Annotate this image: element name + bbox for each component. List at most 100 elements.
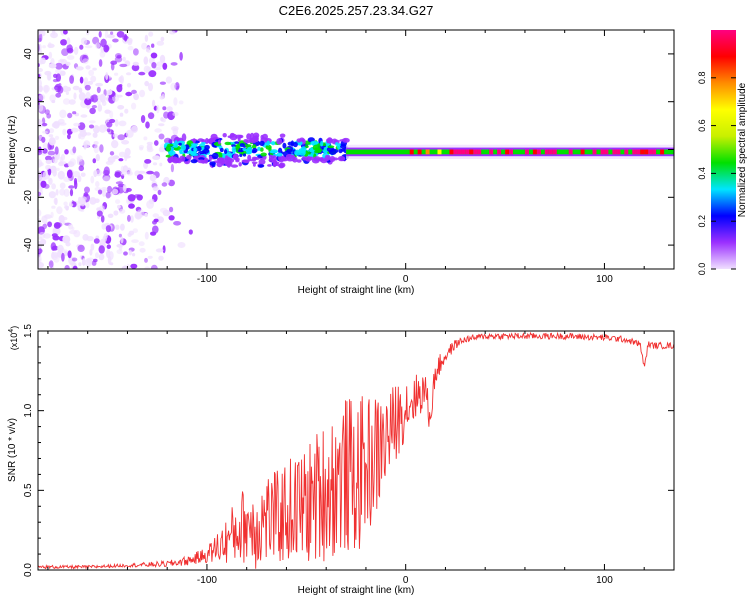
noise-blob [161, 182, 168, 187]
noise-blob [91, 105, 97, 109]
noise-blob [118, 233, 122, 238]
colorbar-axes: 0.0 0.2 0.4 0.6 0.8 [697, 72, 736, 275]
noise-blob [42, 130, 48, 134]
carrier-segment [648, 149, 653, 155]
carrier-blob [206, 138, 214, 144]
noise-blob [38, 159, 43, 168]
carrier-segment [544, 149, 549, 155]
carrier-blob [230, 164, 239, 168]
noise-blob [112, 133, 118, 138]
carrier-blob [251, 156, 258, 161]
snr-panel: -100 0 100 0.0 0.5 1.0 1.5 Height of straight … [7, 324, 675, 596]
noise-blob [105, 72, 109, 81]
noise-blob [98, 245, 105, 254]
noise-blob [79, 76, 84, 84]
noise-blob [77, 244, 85, 252]
noise-blob [127, 45, 134, 51]
noise-blob [92, 132, 98, 138]
noise-blob [121, 140, 130, 145]
noise-blob [52, 158, 58, 164]
carrier-blob [271, 141, 276, 146]
noise-blob [97, 104, 103, 112]
noise-blob [146, 141, 153, 146]
carrier-blob [227, 135, 233, 139]
carrier-blob [198, 157, 205, 161]
noise-blob [120, 223, 125, 231]
noise-blob [146, 170, 155, 175]
noise-blob [98, 31, 102, 38]
noise-blob [96, 210, 103, 217]
noise-blob [38, 257, 41, 263]
noise-blob [105, 45, 110, 52]
noise-blob [38, 30, 44, 35]
snr-line [38, 331, 674, 570]
carrier-blob [218, 152, 223, 159]
noise-blob [48, 63, 57, 69]
carrier-segment [568, 149, 573, 155]
noise-blob [57, 59, 65, 63]
noise-blob [68, 203, 74, 207]
noise-blob [38, 104, 44, 112]
noise-blob [89, 120, 96, 124]
carrier-blob [268, 158, 274, 162]
noise-blob [68, 99, 76, 105]
noise-blob [116, 84, 123, 93]
noise-blob [143, 56, 149, 65]
noise-blob [144, 266, 151, 269]
carrier-blob [307, 157, 314, 161]
noise-blob [82, 58, 89, 65]
noise-blob [59, 109, 67, 119]
carrier-segment [509, 149, 513, 155]
noise-blob [155, 248, 164, 253]
noise-blob [138, 170, 146, 174]
noise-blob [147, 255, 153, 259]
noise-blob [38, 135, 43, 141]
noise-blob [48, 191, 57, 199]
noise-blob [159, 81, 166, 85]
noise-blob [151, 43, 155, 48]
noise-blob [110, 62, 115, 71]
noise-blob [144, 159, 152, 164]
noise-blob [66, 37, 71, 46]
noise-blob [170, 82, 177, 91]
noise-blob [134, 194, 141, 198]
noise-blob [92, 158, 97, 164]
noise-blob [105, 160, 114, 165]
carrier-blob [253, 132, 260, 139]
noise-blob [126, 171, 133, 176]
noise-blob [139, 247, 146, 253]
noise-blob [105, 191, 111, 199]
noise-blob [66, 55, 75, 60]
noise-blob [143, 65, 151, 74]
noise-blob [118, 208, 126, 214]
noise-blob [172, 111, 179, 117]
carrier-segment [636, 149, 641, 155]
noise-blob [152, 225, 159, 234]
noise-blob [83, 77, 89, 85]
noise-blob [95, 181, 100, 188]
carrier-blob [296, 138, 302, 143]
noise-blob [168, 215, 175, 221]
carrier-blob [265, 144, 272, 150]
noise-blob [104, 30, 109, 39]
noise-blob [150, 264, 158, 269]
snr-ylabel: SNR (10 * v/v) [7, 418, 18, 482]
noise-blob [97, 100, 101, 106]
carrier-segment [417, 149, 422, 155]
carrier-blob [282, 142, 287, 149]
carrier-blob [320, 140, 324, 147]
noise-blob [90, 175, 95, 184]
carrier-blob [219, 147, 224, 153]
noise-blob [152, 162, 158, 166]
noise-blob [124, 152, 128, 162]
noise-blob [45, 164, 52, 170]
noise-blob [95, 154, 101, 162]
noise-blob [92, 67, 97, 71]
noise-blob [127, 232, 132, 237]
noise-blob [78, 87, 83, 94]
noise-blob [50, 242, 57, 251]
noise-blob [78, 262, 82, 267]
noise-blob [123, 34, 128, 42]
noise-blob [48, 134, 54, 138]
noise-blob [58, 122, 67, 126]
